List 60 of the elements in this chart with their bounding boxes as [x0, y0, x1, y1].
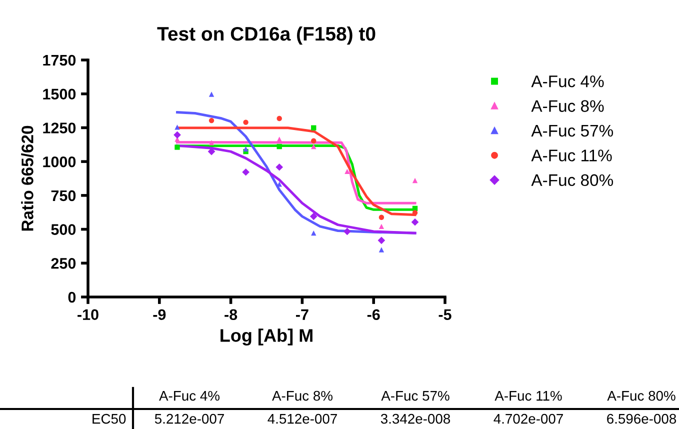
point	[208, 92, 214, 97]
text: 5.212e-007	[154, 414, 224, 424]
x-tick-label: -5	[438, 309, 452, 320]
x-axis-title: Log [Ab] M	[220, 328, 312, 346]
point	[378, 247, 384, 252]
point	[174, 144, 180, 150]
point	[412, 178, 418, 184]
point	[276, 136, 282, 142]
y-axis-title: Ratio 665/620	[21, 126, 34, 231]
text: A-Fuc 11%	[494, 390, 562, 401]
text: 4.702e-007	[494, 414, 563, 424]
point	[276, 144, 282, 150]
legend-label: A-Fuc 4%	[531, 76, 604, 88]
x-tick-label: -6	[367, 309, 380, 320]
point	[378, 214, 384, 220]
legend-label: A-Fuc 11%	[531, 150, 612, 162]
x-tick-label: -9	[153, 309, 166, 320]
x-tick-label: -10	[78, 309, 98, 320]
point	[276, 163, 284, 171]
point	[276, 116, 282, 122]
y-tick-label: 1000	[43, 156, 76, 168]
text: A-Fuc 4%	[159, 390, 220, 401]
point	[174, 124, 180, 130]
legend-label: A-Fuc 80%	[531, 174, 614, 186]
point	[344, 228, 351, 236]
point	[208, 118, 214, 124]
chart-title: Test on CD16a (F158) t0	[157, 26, 376, 45]
y-tick-label: 750	[51, 190, 76, 202]
point	[243, 120, 248, 125]
point	[311, 144, 316, 150]
point	[310, 212, 318, 220]
y-tick-label: 1500	[43, 88, 76, 100]
point	[378, 224, 384, 230]
text: A-Fuc 8%	[272, 390, 332, 401]
point	[344, 168, 350, 174]
point	[311, 125, 316, 130]
text: A-Fuc 57%	[381, 390, 450, 401]
legend-label: A-Fuc 8%	[531, 100, 604, 112]
point	[242, 168, 250, 176]
point	[311, 230, 316, 236]
point	[411, 218, 419, 226]
y-tick-label: 0	[68, 292, 76, 303]
x-tick-label: -8	[224, 309, 238, 320]
text: 6.596e-008	[607, 414, 676, 424]
y-tick-label: 500	[51, 224, 76, 235]
point	[174, 131, 181, 139]
text: 3.342e-008	[380, 414, 450, 424]
y-tick-label: 250	[51, 258, 76, 269]
text: 4.512e-007	[268, 414, 337, 424]
text: A-Fuc 80%	[607, 390, 676, 401]
point	[311, 138, 316, 144]
legend-label: A-Fuc 57%	[531, 124, 614, 137]
point	[208, 140, 214, 146]
x-tick-label: -7	[296, 309, 308, 320]
y-tick-label: 1750	[43, 54, 76, 66]
point	[412, 210, 418, 216]
point	[378, 236, 386, 244]
y-tick-label: 1250	[43, 122, 76, 134]
text: EC50	[92, 414, 126, 424]
point	[243, 146, 248, 152]
